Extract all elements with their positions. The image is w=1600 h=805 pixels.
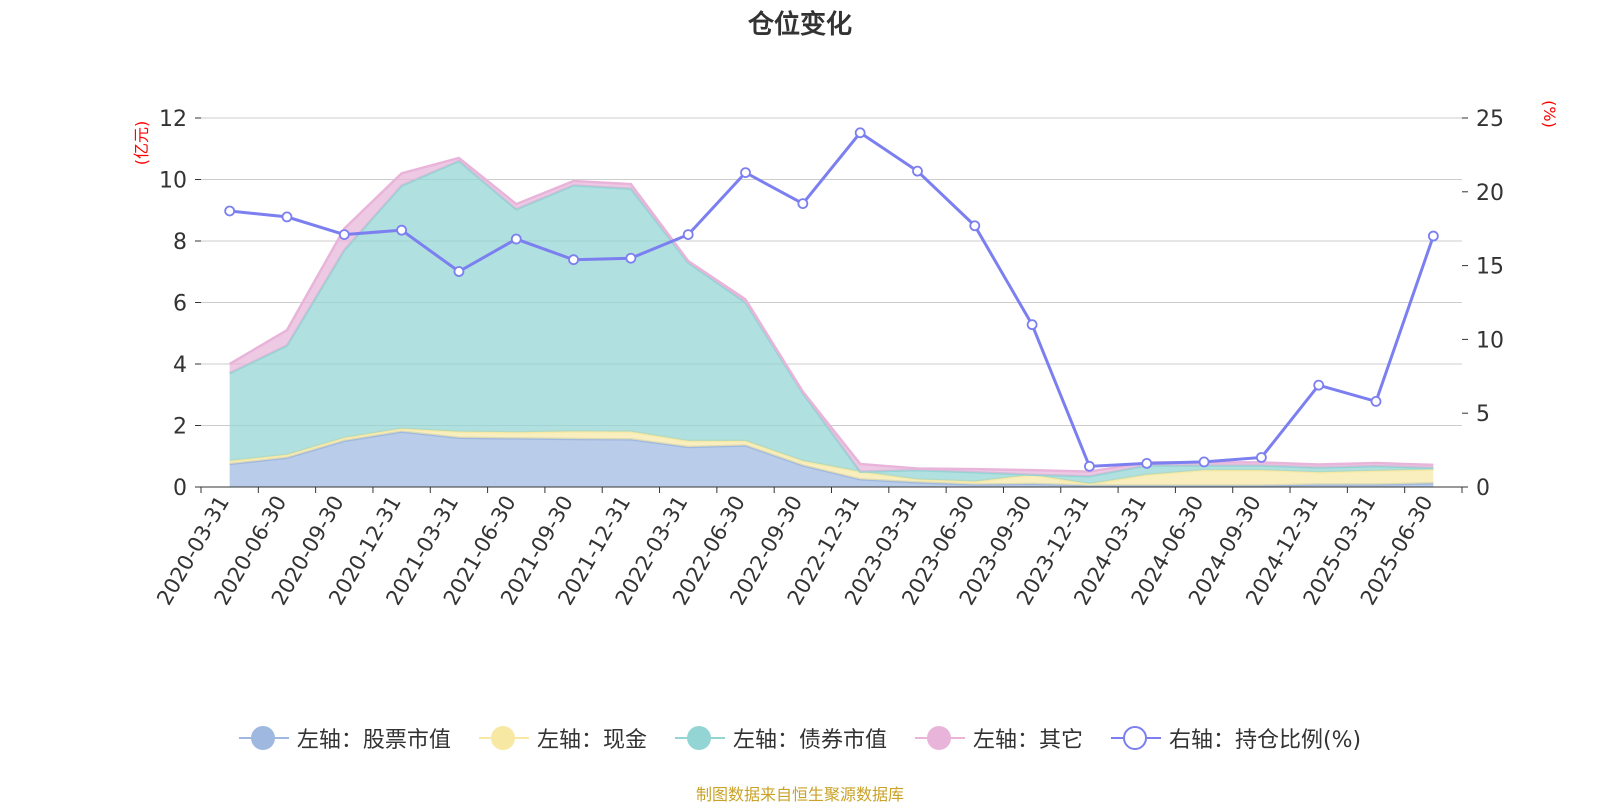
chart-title: 仓位变化 bbox=[747, 10, 852, 40]
left-tick-label: 6 bbox=[173, 292, 187, 317]
legend-marker bbox=[490, 726, 515, 750]
area-edge-4 bbox=[229, 156, 1434, 473]
ratio-point bbox=[1313, 379, 1325, 391]
right-tick-label: 0 bbox=[1476, 476, 1490, 501]
ratio-point bbox=[1026, 319, 1038, 331]
ratio-point bbox=[854, 127, 866, 139]
ratio-point bbox=[396, 224, 408, 236]
legend-item[interactable]: 左轴：股票市值 bbox=[238, 722, 451, 754]
legend-item[interactable]: 左轴：债券市值 bbox=[674, 722, 887, 754]
area-fill-1 bbox=[229, 431, 1434, 487]
ratio-point bbox=[224, 205, 236, 217]
legend-swatch bbox=[1110, 725, 1161, 751]
ratio-point bbox=[625, 252, 637, 264]
ratio-point bbox=[969, 220, 981, 232]
left-tick-label: 2 bbox=[173, 415, 187, 440]
area-fill-2 bbox=[229, 428, 1434, 486]
left-tick-label: 0 bbox=[173, 476, 187, 501]
legend-swatch bbox=[674, 725, 725, 751]
ratio-point bbox=[682, 229, 694, 241]
ratio-line bbox=[229, 130, 1435, 468]
ratio-point bbox=[281, 211, 293, 223]
legend-label: 左轴：股票市值 bbox=[296, 728, 451, 753]
legend-marker bbox=[250, 726, 275, 750]
left-tick-label: 4 bbox=[173, 353, 187, 378]
ratio-point bbox=[1084, 460, 1095, 472]
legend-item[interactable]: 右轴：持仓比例(%) bbox=[1110, 722, 1362, 754]
legend-swatch bbox=[478, 725, 529, 751]
chart-legend: 左轴：股票市值 左轴：现金 左轴：债券市值 左轴：其它 右轴：持仓比例(%) bbox=[0, 722, 1600, 754]
legend-label: 右轴：持仓比例(%) bbox=[1168, 728, 1362, 753]
right-tick-label: 15 bbox=[1476, 255, 1504, 280]
ratio-point bbox=[797, 198, 809, 210]
legend-marker bbox=[926, 726, 951, 750]
ratio-point bbox=[1370, 395, 1382, 407]
ratio-point bbox=[1141, 457, 1153, 469]
left-axis-unit: (亿元) bbox=[132, 121, 151, 166]
legend-marker bbox=[1122, 726, 1147, 750]
right-axis-unit: (%) bbox=[1540, 100, 1559, 128]
area-fill-3 bbox=[229, 161, 1434, 484]
left-tick-label: 10 bbox=[159, 169, 187, 194]
ratio-point bbox=[1427, 230, 1439, 242]
legend-label: 左轴：其它 bbox=[972, 728, 1083, 753]
ratio-point bbox=[453, 266, 465, 277]
legend-label: 左轴：现金 bbox=[536, 728, 647, 753]
ratio-point bbox=[912, 165, 923, 177]
legend-swatch bbox=[914, 725, 965, 751]
legend-item[interactable]: 左轴：其它 bbox=[914, 722, 1083, 754]
ratio-point bbox=[740, 167, 751, 179]
legend-marker bbox=[686, 726, 711, 750]
ratio-point bbox=[568, 254, 579, 266]
legend-label: 左轴：债券市值 bbox=[732, 728, 887, 753]
right-tick-label: 10 bbox=[1476, 328, 1504, 353]
source-note: 制图数据来自恒生聚源数据库 bbox=[695, 785, 904, 804]
left-tick-label: 8 bbox=[173, 230, 187, 255]
left-tick-label: 12 bbox=[159, 107, 187, 132]
legend-swatch bbox=[238, 725, 289, 751]
ratio-point bbox=[1255, 452, 1267, 463]
right-tick-label: 20 bbox=[1476, 181, 1504, 206]
ratio-point bbox=[510, 233, 522, 245]
right-tick-label: 25 bbox=[1476, 107, 1504, 132]
ratio-point bbox=[1198, 456, 1210, 468]
legend-item[interactable]: 左轴：现金 bbox=[478, 722, 647, 754]
right-tick-label: 5 bbox=[1476, 402, 1490, 427]
ratio-point bbox=[338, 229, 350, 241]
